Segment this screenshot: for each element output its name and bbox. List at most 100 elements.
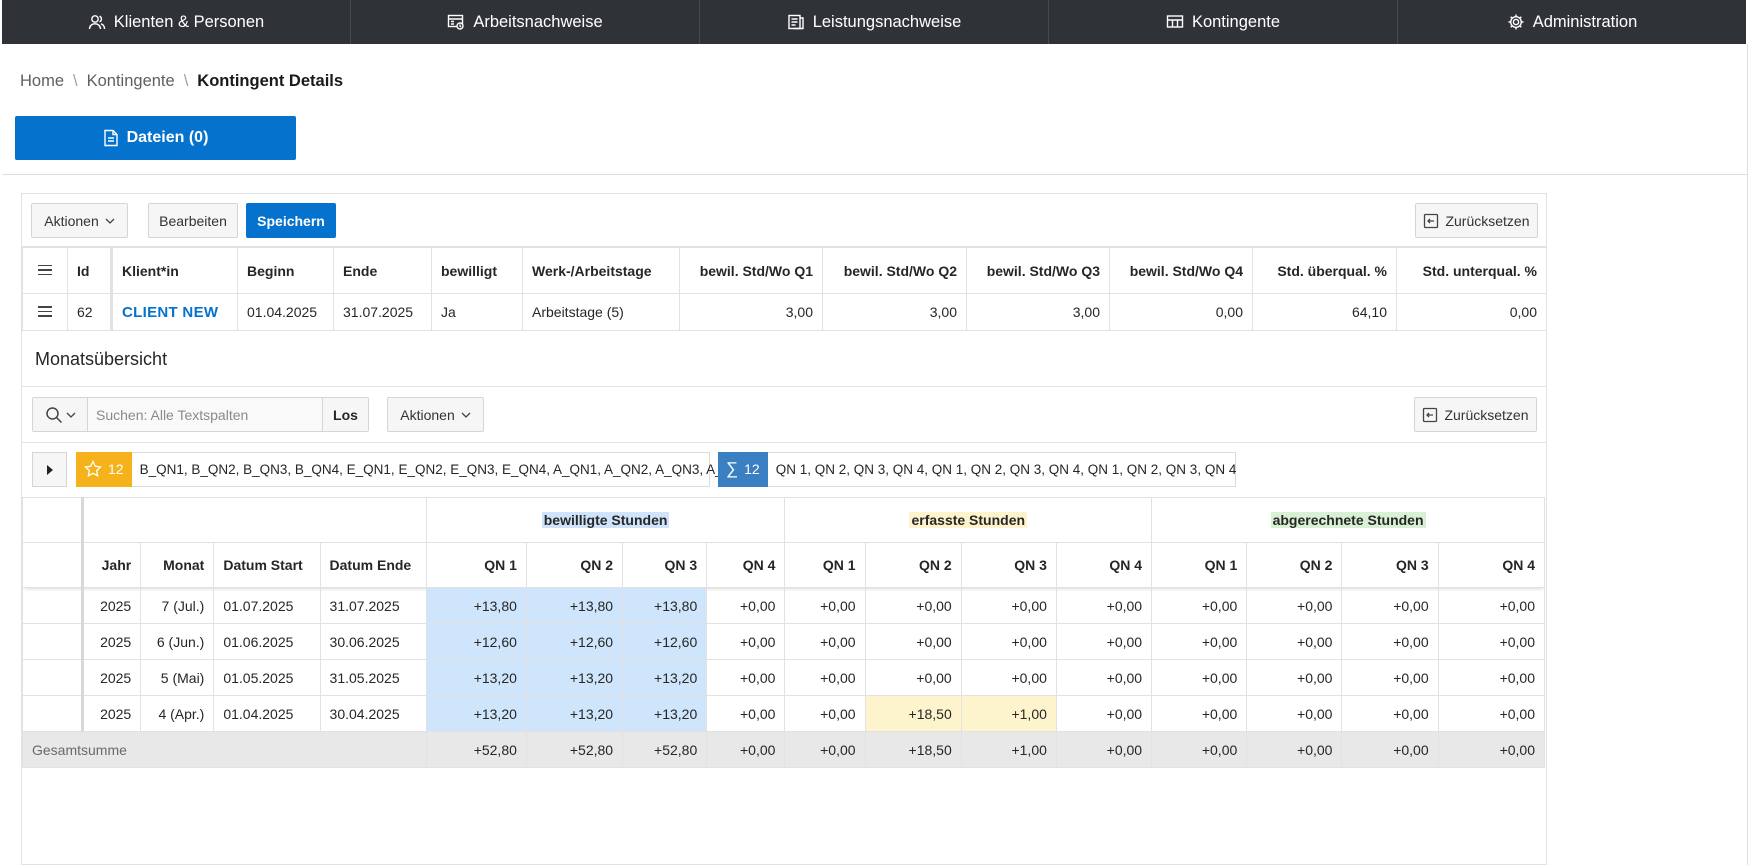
report-settings-toggle[interactable]	[32, 452, 67, 487]
col-header-monat[interactable]: Monat	[140, 542, 215, 588]
col-header-e-qn4[interactable]: QN 4	[1055, 542, 1153, 588]
col-header-b-qn3[interactable]: QN 3	[622, 542, 708, 588]
col-header-e-qn3[interactable]: QN 3	[960, 542, 1057, 588]
cell-e-qn2: +0,00	[864, 587, 962, 624]
search-column-select[interactable]	[33, 398, 88, 431]
search-go-button[interactable]: Los	[322, 398, 368, 431]
col-header-b-qn4[interactable]: QN 4	[706, 542, 786, 588]
total-b-qn3: +52,80	[622, 731, 708, 768]
row-menu-cell[interactable]	[22, 293, 68, 331]
col-header-q4[interactable]: bewil. Std/Wo Q4	[1109, 247, 1253, 294]
cell-datum-start: 01.04.2025	[213, 695, 321, 732]
aggregate-badge: ∑ 12	[718, 451, 768, 487]
cell-jahr: 2025	[82, 659, 142, 696]
total-row: Gesamtsumme +52,80 +52,80 +52,80 +0,00 +0,00 +…	[22, 731, 1546, 768]
col-header-e-qn1[interactable]: QN 1	[784, 542, 866, 588]
save-button[interactable]: Speichern	[246, 203, 336, 238]
cell-q3: 3,00	[966, 293, 1110, 331]
col-header-klient[interactable]: Klient*in	[110, 247, 238, 294]
highlight-setting-chip[interactable]: 12 B_QN1, B_QN2, B_QN3, B_QN4, E_QN1, E_…	[76, 451, 750, 487]
report-reset-button[interactable]: Zurücksetzen	[1414, 397, 1537, 432]
col-header-a-qn2[interactable]: QN 2	[1246, 542, 1343, 588]
col-header-b-qn1[interactable]: QN 1	[425, 542, 527, 588]
col-header-id[interactable]: Id	[67, 247, 112, 294]
col-header-e-qn2[interactable]: QN 2	[864, 542, 962, 588]
highlight-count: 12	[108, 461, 124, 477]
col-header-ende[interactable]: Ende	[333, 247, 432, 294]
report-actions-button[interactable]: Aktionen	[387, 397, 484, 432]
sigma-icon: ∑	[726, 459, 739, 478]
client-link[interactable]: CLIENT NEW	[122, 303, 219, 321]
nav-label: Klienten & Personen	[113, 12, 265, 31]
reset-icon	[1423, 407, 1438, 422]
cell-klient: CLIENT NEW	[110, 293, 238, 331]
search-bar: Los	[32, 397, 369, 432]
breadcrumb-kontingente[interactable]: Kontingente	[86, 72, 175, 90]
col-header-q1[interactable]: bewil. Std/Wo Q1	[679, 247, 823, 294]
col-header-a-qn4[interactable]: QN 4	[1437, 542, 1546, 588]
nav-item-klienten[interactable]: Klienten & Personen	[2, 0, 351, 44]
divider	[22, 386, 1546, 387]
menu-icon	[38, 264, 52, 276]
search-icon	[45, 406, 62, 423]
breadcrumb-home[interactable]: Home	[20, 72, 65, 90]
row-selector-header	[21, 497, 85, 543]
group-label: erfasste Stunden	[909, 512, 1028, 528]
cell-a-qn2: +0,00	[1246, 587, 1343, 624]
reset-button[interactable]: Zurücksetzen	[1415, 203, 1538, 238]
cell-id: 62	[67, 293, 112, 331]
cell-monat: 7 (Jul.)	[140, 587, 215, 624]
col-header-datum-ende[interactable]: Datum Ende	[319, 542, 427, 588]
col-header-datum-start[interactable]: Datum Start	[213, 542, 321, 588]
cell-tage: Arbeitstage (5)	[522, 293, 680, 331]
nav-item-kontingente[interactable]: Kontingente	[1049, 0, 1398, 44]
group-label: abgerechnete Stunden	[1270, 512, 1426, 528]
cell-jahr: 2025	[82, 695, 142, 732]
breadcrumb-separator: \	[183, 72, 189, 90]
nav-item-leistungsnachweise[interactable]: Leistungsnachweise	[700, 0, 1049, 44]
col-header-unterqual[interactable]: Std. unterqual. %	[1396, 247, 1547, 294]
edit-button[interactable]: Bearbeiten	[148, 203, 238, 238]
files-button[interactable]: Dateien (0)	[15, 116, 296, 160]
caret-right-icon	[46, 464, 53, 475]
total-b-qn2: +52,80	[525, 731, 624, 768]
col-header-beginn[interactable]: Beginn	[237, 247, 334, 294]
breadcrumb-separator: \	[73, 72, 78, 90]
nav-item-administration[interactable]: Administration	[1398, 0, 1746, 44]
col-header-q3[interactable]: bewil. Std/Wo Q3	[966, 247, 1110, 294]
cell-b-qn2: +13,80	[525, 587, 624, 624]
cell-b-qn3: +12,60	[622, 623, 708, 660]
total-a-qn2: +0,00	[1246, 731, 1343, 768]
cell-b-qn1: +13,80	[425, 587, 527, 624]
files-button-label: Dateien (0)	[126, 129, 209, 146]
col-header-a-qn3[interactable]: QN 3	[1341, 542, 1439, 588]
cell-datum-ende: 30.06.2025	[319, 623, 427, 660]
highlight-text: B_QN1, B_QN2, B_QN3, B_QN4, E_QN1, E_QN2…	[139, 462, 751, 477]
cell-e-qn3: +1,00	[960, 695, 1057, 732]
cell-datum-start: 01.06.2025	[213, 623, 321, 660]
total-e-qn4: +0,00	[1055, 731, 1153, 768]
search-input[interactable]	[88, 398, 322, 431]
cell-b-qn1: +12,60	[425, 623, 527, 660]
actions-menu-button[interactable]: Aktionen	[31, 203, 128, 238]
group-label: bewilligte Stunden	[541, 512, 670, 528]
total-a-qn3: +0,00	[1341, 731, 1439, 768]
form-toolbar: Aktionen Bearbeiten Speichern Zurücksetz…	[22, 194, 1546, 247]
cell-q4: 0,00	[1109, 293, 1253, 331]
cell-b-qn2: +13,20	[525, 695, 624, 732]
col-header-bewilligt[interactable]: bewilligt	[431, 247, 523, 294]
col-header-b-qn2[interactable]: QN 2	[525, 542, 624, 588]
col-header-ueberqual[interactable]: Std. überqual. %	[1252, 247, 1397, 294]
cell-a-qn3: +0,00	[1341, 695, 1439, 732]
aggregate-setting-chip[interactable]: ∑ 12 QN 1, QN 2, QN 3, QN 4, QN 1, QN 2,…	[718, 451, 1236, 487]
star-icon	[84, 460, 102, 478]
nav-item-arbeitsnachweise[interactable]: Arbeitsnachweise	[351, 0, 700, 44]
col-header-jahr[interactable]: Jahr	[82, 542, 142, 588]
save-label: Speichern	[257, 212, 325, 229]
aggregate-text: QN 1, QN 2, QN 3, QN 4, QN 1, QN 2, QN 3…	[775, 462, 1237, 477]
col-header-tage[interactable]: Werk-/Arbeitstage	[522, 247, 680, 294]
group-header-empty	[82, 497, 427, 543]
col-header-a-qn1[interactable]: QN 1	[1151, 542, 1248, 588]
top-navigation: Klienten & Personen Arbeitsnachweise Lei…	[2, 0, 1746, 44]
col-header-q2[interactable]: bewil. Std/Wo Q2	[822, 247, 967, 294]
